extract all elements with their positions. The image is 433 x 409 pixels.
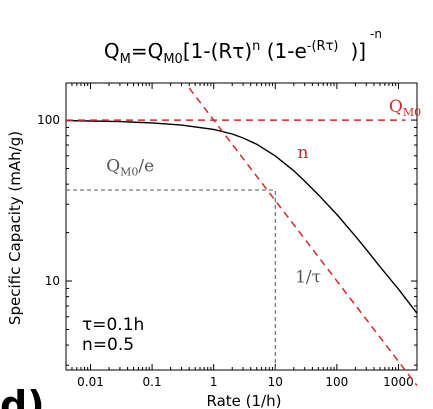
annotation-label: QM0/e — [106, 156, 154, 178]
x-tick-label: 10 — [268, 375, 283, 389]
x-tick-label: 0.1 — [143, 375, 162, 389]
y-tick-label: 10 — [45, 274, 60, 288]
subplot-label: d) — [0, 383, 45, 409]
annotation-label: 1/τ — [295, 267, 321, 287]
axis-ticks: 0.01 0.1 1 10 100 1000 10 100 — [37, 83, 418, 389]
title-q: Q — [104, 39, 120, 63]
plot-frame — [65, 82, 418, 371]
title-sup-n: n — [252, 39, 260, 54]
y-tick-label: 100 — [37, 113, 60, 127]
annotations: QM0 n QM0/e 1/τ — [106, 97, 421, 287]
power-law-asymptote-line — [188, 87, 418, 387]
param-n: n=0.5 — [82, 335, 134, 355]
x-tick-label: 1000 — [383, 375, 414, 389]
x-tick-label: 100 — [325, 375, 348, 389]
x-axis-label: Rate (1/h) — [207, 392, 282, 409]
annotation-label: QM0 — [389, 97, 421, 119]
title-sub-m: M — [120, 52, 131, 67]
title-sub-m0: M0 — [163, 52, 183, 67]
title-middle: (1-e — [260, 39, 306, 63]
model-line — [65, 119, 418, 314]
series-layer — [65, 87, 418, 387]
annotation-label: n — [298, 143, 309, 163]
title-exp-n: -n — [370, 27, 382, 41]
title-bracket-open: [1-(Rτ) — [183, 39, 252, 63]
chart-title: QM=QM0[1-(Rτ)n (1-e-(Rτ))] — [104, 39, 366, 67]
guide-lines — [66, 189, 276, 370]
title-sup-exp: -(Rτ) — [307, 39, 339, 54]
x-tick-label: 1 — [210, 375, 218, 389]
y-axis-label: Specific Capacity (mAh/g) — [6, 131, 24, 325]
param-tau: τ=0.1h — [82, 315, 144, 335]
title-eq: =Q — [131, 39, 164, 63]
title-close: )] — [351, 39, 367, 63]
x-tick-label: 0.01 — [77, 375, 104, 389]
